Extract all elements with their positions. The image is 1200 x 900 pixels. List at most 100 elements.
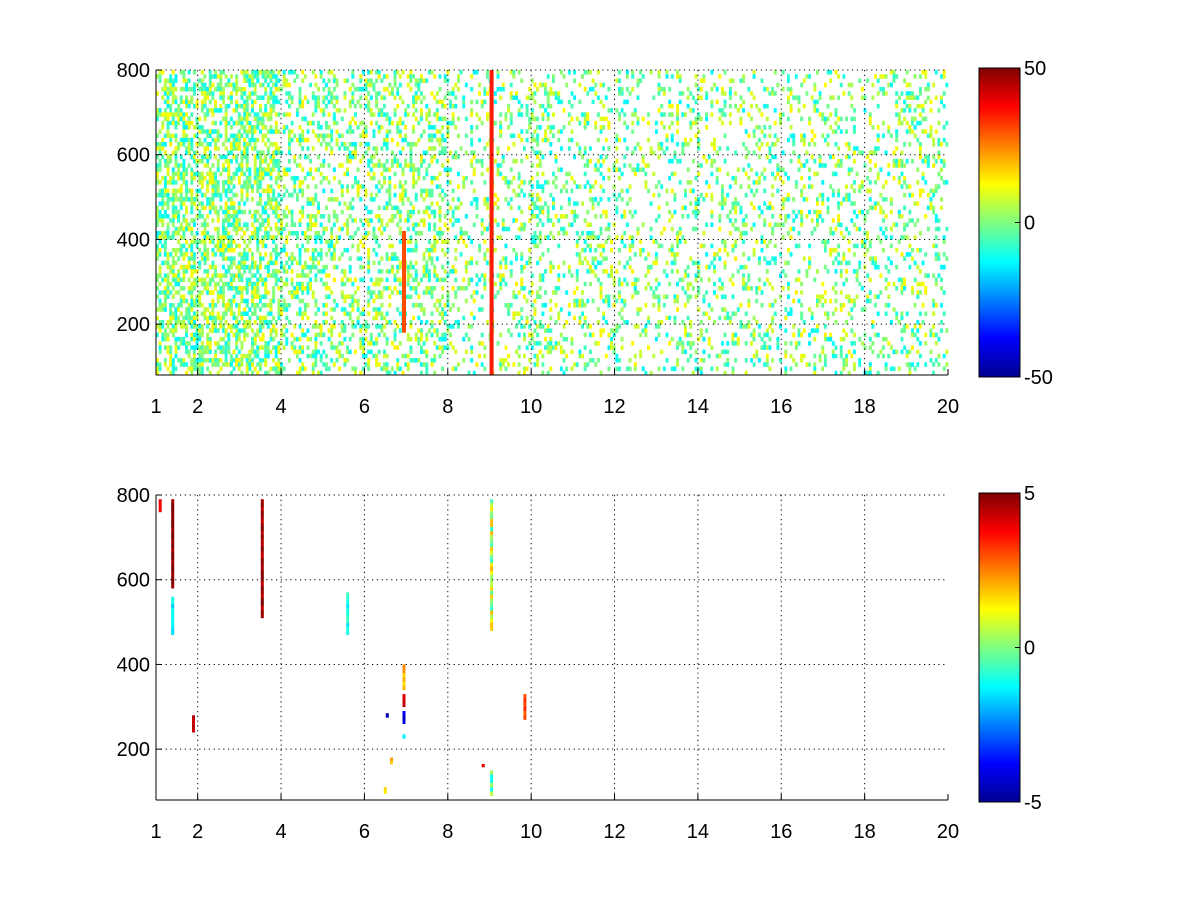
heatmap-cell (171, 205, 175, 211)
heatmap-cell (216, 247, 220, 253)
heatmap-cell (229, 370, 233, 376)
heatmap-cell (549, 91, 553, 96)
heatmap-cell (195, 298, 199, 304)
heatmap-cell (266, 171, 270, 177)
heatmap-cell (676, 235, 680, 240)
heatmap-cell (520, 158, 524, 164)
heatmap-cell (573, 209, 577, 215)
heatmap-cell (335, 239, 339, 244)
heatmap-cell (317, 252, 320, 257)
heatmap-cell (301, 103, 305, 109)
heatmap-cell (169, 345, 173, 350)
heatmap-cell (713, 290, 716, 295)
heatmap-cell (441, 103, 445, 109)
heatmap-cell (208, 235, 212, 240)
heatmap-cell (602, 269, 606, 274)
heatmap-cell (697, 86, 701, 92)
heatmap-cell (232, 277, 236, 283)
heatmap-cell (480, 294, 484, 300)
heatmap-cell (699, 116, 703, 122)
heatmap-cell (475, 158, 479, 164)
heatmap-cell (311, 366, 315, 372)
heatmap-cell (673, 197, 677, 202)
heatmap-cell (303, 116, 307, 122)
heatmap-cell (591, 78, 595, 84)
heatmap-cell (559, 349, 563, 355)
heatmap-cell (348, 302, 352, 308)
heatmap-cell (295, 370, 299, 376)
heatmap-cell (163, 142, 167, 147)
heatmap-cell (351, 332, 355, 338)
heatmap-cell (253, 163, 257, 168)
heatmap-cell (385, 86, 389, 92)
heatmap-cell (216, 243, 220, 249)
heatmap-cell (185, 209, 188, 215)
heatmap-cell (214, 328, 218, 333)
heatmap-cell (187, 137, 191, 143)
heatmap-cell (470, 125, 474, 130)
heatmap-cell (380, 315, 384, 321)
heatmap-cell (385, 158, 389, 164)
heatmap-cell (359, 218, 363, 223)
heatmap-cell (451, 214, 455, 219)
heatmap-cell (251, 302, 254, 308)
heatmap-cell (583, 184, 587, 189)
heatmap-cell (185, 324, 188, 329)
heatmap-cell (372, 146, 376, 151)
heatmap-cell (559, 332, 563, 338)
heatmap-cell (224, 129, 228, 134)
heatmap-cell (261, 112, 265, 117)
heatmap-cell (559, 345, 563, 350)
heatmap-cell (602, 247, 606, 253)
heatmap-cell (166, 205, 170, 211)
heatmap-cell (208, 264, 212, 270)
heatmap-cell (578, 150, 582, 156)
heatmap-cell (367, 260, 371, 266)
heatmap-cell (433, 226, 437, 232)
heatmap-cell (237, 366, 241, 372)
heatmap-cell (618, 78, 621, 84)
heatmap-cell (169, 142, 173, 147)
heatmap-cell (229, 201, 233, 206)
heatmap-cell (517, 192, 521, 198)
heatmap-cell (697, 197, 701, 202)
heatmap-cell (602, 175, 606, 181)
heatmap-cell (214, 273, 218, 278)
heatmap-cell (330, 197, 334, 202)
heatmap-cell (227, 230, 231, 236)
heatmap-cell (348, 99, 352, 105)
heatmap-cell (158, 108, 162, 113)
heatmap-cell (229, 99, 233, 105)
heatmap-cell (512, 247, 516, 253)
heatmap-cell (227, 281, 231, 287)
heatmap-cell (544, 137, 548, 143)
heatmap-cell (697, 260, 701, 266)
heatmap-cell (327, 336, 331, 342)
heatmap-cell (446, 70, 450, 75)
heatmap-cell (156, 214, 159, 219)
heatmap-cell (253, 74, 257, 79)
heatmap-cell (182, 256, 186, 261)
heatmap-cell (298, 370, 302, 376)
heatmap-cell (177, 209, 181, 215)
heatmap-cell (206, 256, 210, 261)
heatmap-cell (256, 218, 260, 223)
heatmap-cell (156, 324, 159, 329)
heatmap-cell (565, 214, 569, 219)
heatmap-cell (533, 319, 537, 325)
heatmap-cell (575, 362, 579, 367)
heatmap-cell (214, 137, 218, 143)
heatmap-cell (190, 243, 194, 249)
heatmap-cell (301, 281, 305, 287)
heatmap-cell (657, 332, 661, 338)
heatmap-cell (578, 82, 582, 88)
heatmap-cell (456, 154, 460, 160)
heatmap-cell (200, 99, 204, 105)
heatmap-cell (340, 319, 344, 325)
heatmap-cell (256, 201, 260, 206)
heatmap-cell (615, 353, 619, 359)
heatmap-cell (591, 184, 595, 189)
heatmap-cell (441, 188, 445, 194)
heatmap-cell (171, 167, 175, 172)
heatmap-cell (628, 243, 632, 249)
